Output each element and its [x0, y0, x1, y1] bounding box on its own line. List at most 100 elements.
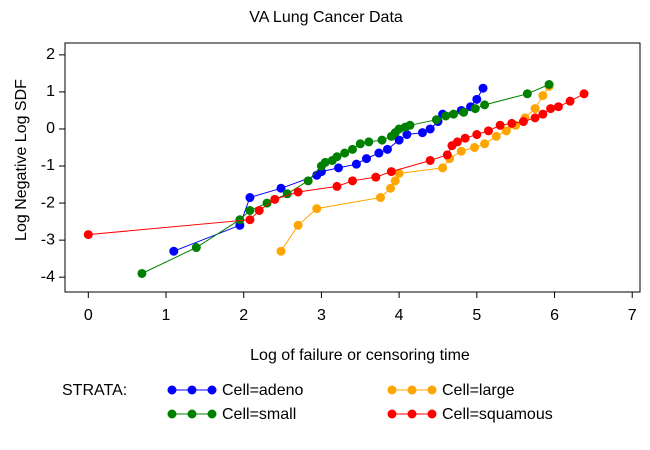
data-point: [417, 128, 427, 138]
legend-marker: [167, 409, 177, 419]
data-point: [460, 133, 470, 143]
y-tick-label: -4: [41, 268, 55, 285]
data-point: [312, 204, 322, 214]
legend-marker: [207, 409, 217, 419]
data-point: [361, 154, 371, 164]
data-point: [254, 205, 264, 215]
data-point: [191, 243, 201, 253]
data-point: [332, 152, 342, 162]
legend-marker: [427, 385, 437, 395]
y-tick-label: 2: [46, 46, 55, 63]
data-point: [348, 176, 357, 186]
x-tick-label: 0: [84, 307, 93, 324]
data-point: [459, 107, 469, 117]
data-point: [478, 83, 488, 93]
y-tick-label: 0: [46, 120, 55, 137]
data-point: [364, 137, 374, 147]
data-point: [491, 131, 501, 141]
x-tick-label: 3: [317, 307, 326, 324]
data-point: [377, 135, 387, 145]
data-point: [402, 130, 412, 140]
x-tick-label: 5: [472, 307, 481, 324]
data-point: [320, 157, 330, 167]
legend-marker: [427, 409, 437, 419]
data-point: [425, 124, 435, 134]
data-point: [245, 215, 255, 225]
data-point: [472, 94, 482, 104]
data-point: [262, 198, 272, 208]
data-point: [375, 193, 385, 203]
legend-marker: [207, 385, 217, 395]
legend-label: Cell=small: [222, 406, 296, 423]
data-point: [169, 246, 179, 256]
data-point: [276, 183, 286, 193]
legend-marker: [387, 385, 397, 395]
data-point: [431, 115, 441, 125]
data-point: [538, 91, 548, 101]
x-axis-label: Log of failure or censoring time: [250, 347, 470, 364]
data-point: [518, 117, 528, 127]
data-point: [245, 205, 255, 215]
data-point: [386, 183, 396, 193]
data-point: [293, 220, 303, 230]
data-point: [530, 113, 540, 123]
data-point: [501, 126, 511, 136]
data-point: [137, 268, 147, 278]
data-point: [374, 148, 384, 158]
data-point: [405, 120, 415, 130]
data-point: [351, 159, 361, 169]
data-point: [546, 104, 556, 114]
data-point: [483, 126, 493, 136]
y-tick-label: -1: [41, 157, 55, 174]
data-point: [442, 150, 452, 160]
data-point: [530, 104, 540, 114]
data-point: [469, 142, 479, 152]
data-point: [332, 181, 342, 191]
data-point: [522, 89, 532, 99]
data-point: [456, 146, 466, 156]
data-point: [348, 144, 357, 154]
data-point: [480, 139, 490, 149]
chart-title: VA Lung Cancer Data: [249, 9, 403, 26]
x-tick-label: 4: [395, 307, 404, 324]
legend-label: Cell=large: [442, 382, 515, 399]
data-point: [441, 111, 451, 121]
data-point: [371, 172, 381, 182]
data-point: [340, 148, 350, 158]
data-point: [565, 96, 575, 106]
data-point: [334, 163, 344, 173]
data-point: [495, 120, 505, 130]
x-tick-label: 7: [628, 307, 637, 324]
y-tick-label: -3: [41, 231, 55, 248]
data-point: [235, 215, 245, 225]
x-tick-label: 2: [239, 307, 248, 324]
data-point: [472, 130, 482, 140]
data-point: [394, 168, 404, 178]
y-tick-label: -2: [41, 194, 55, 211]
data-point: [507, 118, 517, 128]
data-point: [276, 246, 286, 256]
legend-marker: [187, 385, 197, 395]
data-point: [270, 194, 280, 204]
legend-label: Cell=squamous: [442, 406, 553, 423]
data-point: [386, 167, 396, 177]
data-point: [425, 155, 435, 165]
legend-label: Cell=adeno: [222, 382, 304, 399]
data-point: [579, 89, 589, 99]
data-point: [449, 109, 459, 119]
data-point: [390, 176, 400, 186]
data-point: [303, 176, 313, 186]
legend-title: STRATA:: [62, 382, 127, 399]
data-point: [438, 163, 448, 173]
x-tick-label: 6: [550, 307, 559, 324]
legend-marker: [167, 385, 177, 395]
data-point: [394, 135, 404, 145]
legend-marker: [387, 409, 397, 419]
data-point: [245, 193, 255, 203]
y-axis-label: Log Negative Log SDF: [13, 79, 30, 241]
data-point: [382, 144, 392, 154]
data-point: [538, 109, 548, 119]
plot-frame: [64, 42, 641, 293]
data-point: [355, 139, 365, 149]
